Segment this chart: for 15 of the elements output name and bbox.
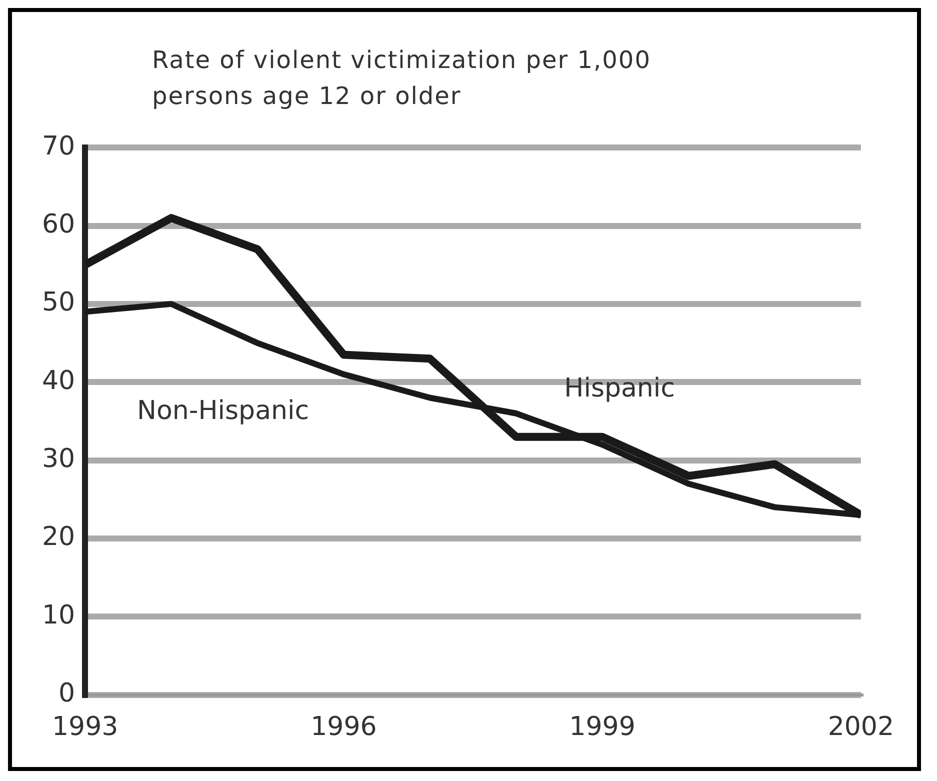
y-tick-label: 40 [42,366,76,396]
chart-title: Rate of violent victimization per 1,000 persons age 12 or older [152,45,652,112]
series-label: Hispanic [564,373,675,404]
x-tick-label: 1993 [52,712,118,742]
series-label: Non-Hispanic [137,396,309,426]
x-tick-label: 1996 [310,712,377,742]
x-tick-label: 1999 [569,712,636,742]
y-tick-label: 50 [42,288,76,318]
y-tick-label: 60 [42,210,76,240]
y-tick-label: 20 [42,522,76,552]
y-tick-label: 10 [42,600,76,630]
y-tick-label: 30 [42,444,76,474]
x-tick-label: 2002 [828,712,894,742]
y-tick-label: 0 [58,678,76,709]
y-tick-label: 70 [42,131,76,162]
